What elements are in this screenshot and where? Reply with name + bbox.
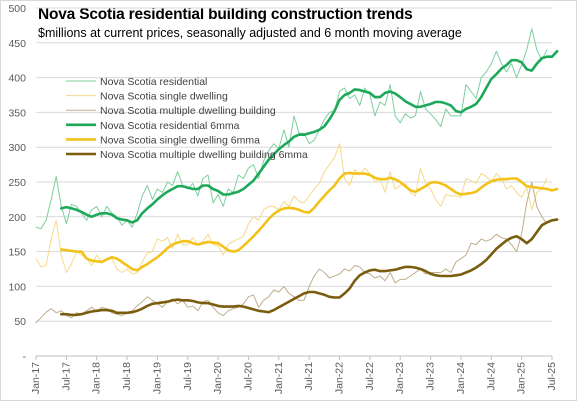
series-lines — [35, 28, 559, 324]
x-tick-label: Jul-25 — [546, 362, 558, 391]
x-tick-label: Jan-23 — [394, 362, 406, 394]
series-line-5 — [59, 218, 559, 317]
series-line-3 — [59, 49, 559, 224]
y-tick-label: 350 — [8, 107, 26, 119]
chart-subtitle: $millions at current prices, seasonally … — [38, 26, 462, 40]
legend-label-0: Nova Scotia residential — [100, 76, 207, 88]
x-tick-label: Jan-21 — [273, 362, 285, 394]
y-tick-label: 100 — [8, 281, 26, 293]
legend: Nova Scotia residential Nova Scotia singl… — [66, 76, 308, 161]
x-tick-label: Jan-22 — [334, 362, 346, 394]
x-axis: Jan-17 Jul-17 Jan-18 Jul-18 Jan-19 Jul-19 Jan-… — [30, 355, 558, 394]
x-tick-label: Jul-17 — [60, 362, 72, 391]
legend-label-4: Nova Scotia single dwelling 6mma — [100, 134, 260, 146]
x-tick-label: Jan-18 — [91, 362, 103, 394]
x-tick-label: Jul-21 — [303, 362, 315, 391]
y-tick-label: 200 — [8, 212, 26, 224]
legend-label-3: Nova Scotia residential 6mma — [100, 120, 240, 132]
y-tick-label: 250 — [8, 177, 26, 189]
x-tick-label: Jan-20 — [212, 362, 224, 394]
legend-label-5: Nova Scotia multiple dwelling building 6… — [100, 149, 308, 161]
series-line-4 — [59, 171, 559, 272]
x-tick-label: Jul-23 — [425, 362, 437, 391]
x-tick-label: Jul-18 — [121, 362, 133, 391]
legend-label-2: Nova Scotia multiple dwelling building — [100, 105, 276, 117]
y-tick-label: 150 — [8, 247, 26, 259]
y-tick-label: 500 — [8, 3, 26, 15]
x-tick-label: Jul-24 — [485, 362, 497, 391]
y-tick-label: 450 — [8, 38, 26, 50]
x-tick-label: Jan-19 — [151, 362, 163, 394]
x-tick-label: Jan-17 — [30, 362, 42, 394]
legend-label-1: Nova Scotia single dwelling — [100, 91, 228, 103]
x-tick-label: Jan-25 — [516, 362, 528, 394]
chart-title: Nova Scotia residential building constru… — [38, 6, 413, 23]
x-tick-label: Jul-22 — [364, 362, 376, 391]
x-tick-label: Jan-24 — [455, 362, 467, 394]
x-tick-label: Jul-20 — [242, 362, 254, 391]
x-tick-label: Jul-19 — [182, 362, 194, 391]
y-axis: - 50 100 150 200 250 300 350 400 450 500 — [8, 3, 26, 363]
y-tick-label: - — [23, 351, 27, 363]
series-line-2 — [35, 181, 548, 324]
y-tick-label: 400 — [8, 73, 26, 85]
y-tick-label: 300 — [8, 142, 26, 154]
y-tick-label: 50 — [14, 316, 26, 328]
